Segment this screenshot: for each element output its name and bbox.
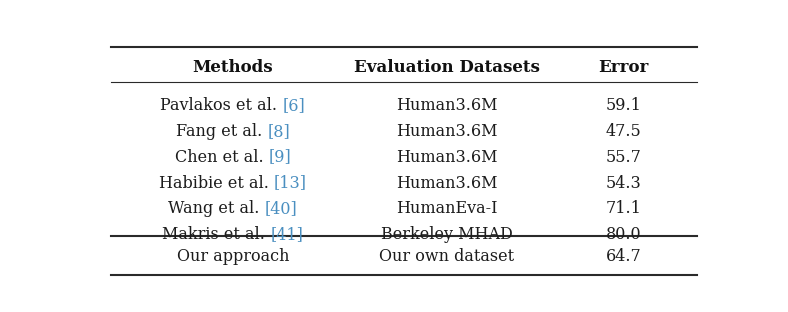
Text: [13]: [13] [274, 174, 307, 192]
Text: Human3.6M: Human3.6M [396, 123, 497, 140]
Text: Habibie et al.: Habibie et al. [159, 174, 274, 192]
Text: 71.1: 71.1 [606, 201, 641, 217]
Text: Evaluation Datasets: Evaluation Datasets [354, 59, 540, 76]
Text: [6]: [6] [283, 97, 305, 114]
Text: 80.0: 80.0 [606, 227, 641, 243]
Text: Fang et al.: Fang et al. [176, 123, 267, 140]
Text: Berkeley MHAD: Berkeley MHAD [381, 227, 512, 243]
Text: 64.7: 64.7 [606, 248, 641, 265]
Text: [40]: [40] [265, 201, 298, 217]
Text: Error: Error [599, 59, 649, 76]
Text: Our own dataset: Our own dataset [379, 248, 514, 265]
Text: [41]: [41] [270, 227, 303, 243]
Text: 59.1: 59.1 [606, 97, 641, 114]
Text: Human3.6M: Human3.6M [396, 149, 497, 166]
Text: Methods: Methods [192, 59, 273, 76]
Text: Pavlakos et al.: Pavlakos et al. [161, 97, 283, 114]
Text: Human3.6M: Human3.6M [396, 97, 497, 114]
Text: 47.5: 47.5 [606, 123, 641, 140]
Text: 54.3: 54.3 [606, 174, 641, 192]
Text: Chen et al.: Chen et al. [175, 149, 269, 166]
Text: 55.7: 55.7 [606, 149, 641, 166]
Text: [9]: [9] [269, 149, 291, 166]
Text: Our approach: Our approach [177, 248, 289, 265]
Text: HumanEva-I: HumanEva-I [396, 201, 497, 217]
Text: Makris et al.: Makris et al. [162, 227, 270, 243]
Text: Wang et al.: Wang et al. [168, 201, 265, 217]
Text: [8]: [8] [267, 123, 290, 140]
Text: Human3.6M: Human3.6M [396, 174, 497, 192]
